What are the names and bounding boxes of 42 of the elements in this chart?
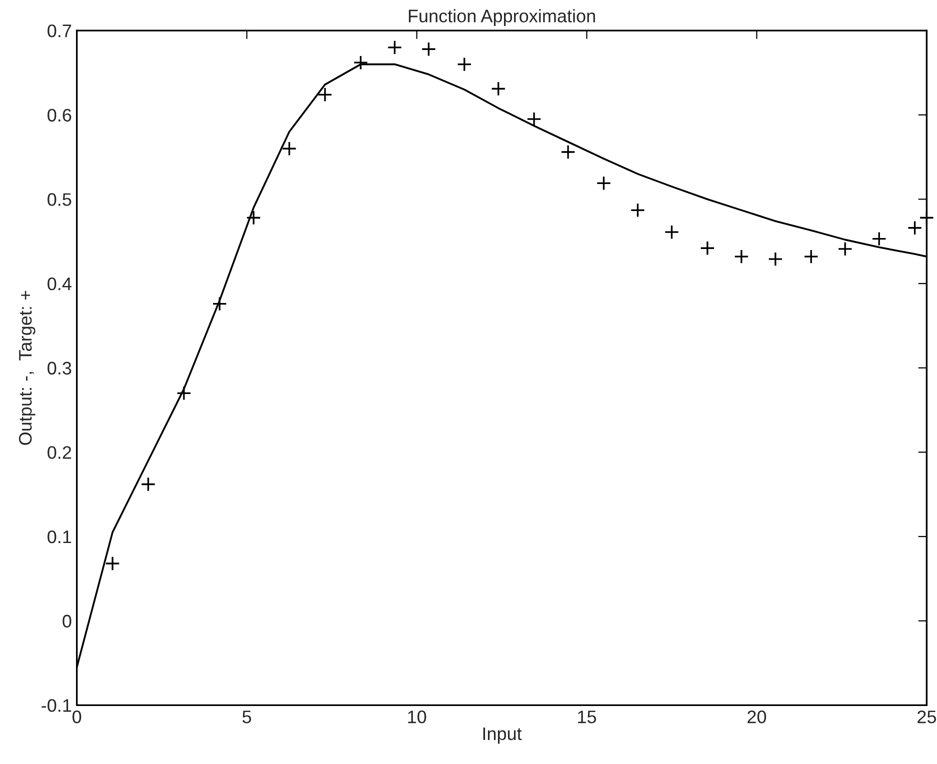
x-tick-label: 0	[72, 710, 82, 724]
point	[421, 42, 436, 57]
point	[526, 112, 542, 127]
y-tick-label: 0.7	[48, 24, 72, 38]
point	[246, 210, 262, 226]
point	[838, 242, 853, 256]
point	[282, 141, 297, 156]
x-tick-label: 10	[408, 710, 426, 724]
point	[907, 220, 922, 236]
point	[768, 252, 783, 267]
x-tick-label: 5	[242, 710, 252, 724]
y-tick-label: -0.1	[42, 699, 72, 712]
point	[664, 224, 680, 240]
point	[804, 249, 819, 264]
point	[700, 240, 715, 256]
point	[105, 556, 120, 571]
y-axis-title: Output: -, Target: +	[18, 290, 36, 445]
y-tick-label: 0.6	[48, 108, 72, 122]
point	[490, 81, 506, 96]
point	[734, 249, 749, 264]
point	[872, 231, 887, 246]
point	[212, 296, 228, 312]
point	[630, 202, 646, 218]
y-tick-label: 0.4	[48, 277, 72, 290]
x-axis-title: Input	[483, 728, 522, 744]
point	[456, 56, 472, 72]
point	[176, 386, 192, 401]
point	[318, 87, 332, 102]
x-tick-label: 20	[748, 710, 766, 724]
x-tick-label: 15	[578, 710, 596, 724]
point	[387, 40, 402, 55]
y-tick-label: 0.3	[48, 362, 72, 375]
point	[596, 176, 612, 191]
point	[353, 55, 368, 70]
point	[560, 144, 576, 160]
y-tick-label: 0.5	[48, 193, 72, 206]
chart-title: Function Approximation	[408, 9, 595, 26]
y-tick-label: 0.2	[48, 446, 72, 459]
y-tick-label: 0.1	[48, 530, 72, 544]
point	[140, 476, 156, 492]
x-tick-label: 25	[918, 710, 936, 724]
y-tick-label: 0	[62, 614, 72, 628]
